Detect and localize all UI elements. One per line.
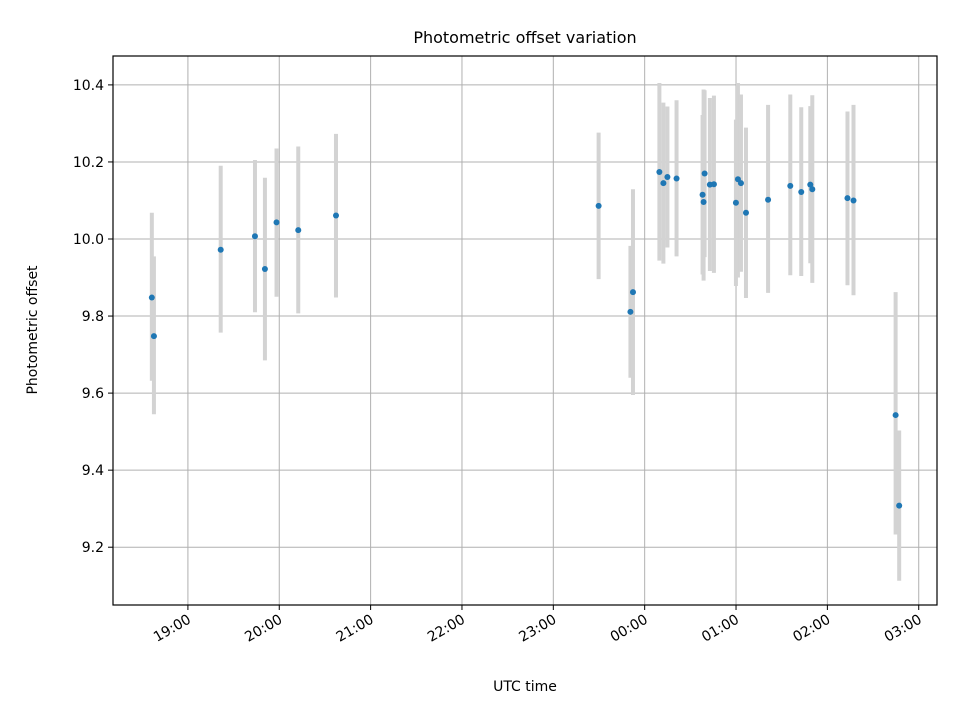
x-axis-label: UTC time xyxy=(493,679,557,695)
data-points xyxy=(148,168,903,509)
data-point xyxy=(850,197,857,204)
data-point xyxy=(660,180,667,187)
y-tick-label: 9.2 xyxy=(82,540,104,556)
data-point xyxy=(673,175,680,182)
data-point xyxy=(710,181,717,188)
y-axis-ticks: 9.2 9.4 9.6 9.8 10.0 10.2 10.4 xyxy=(73,78,113,556)
data-point xyxy=(251,233,258,240)
data-point xyxy=(737,180,744,187)
data-point xyxy=(892,412,899,419)
y-tick-label: 9.6 xyxy=(82,386,104,402)
data-point xyxy=(595,202,602,209)
data-point xyxy=(656,168,663,175)
data-point xyxy=(765,196,772,203)
data-point xyxy=(148,294,155,301)
plot-frame xyxy=(112,55,938,606)
y-tick-label: 9.8 xyxy=(82,309,104,325)
data-point xyxy=(332,212,339,219)
data-point xyxy=(664,173,671,180)
data-point xyxy=(273,219,280,226)
data-point xyxy=(261,266,268,273)
data-point xyxy=(295,227,302,234)
data-point xyxy=(787,182,794,189)
data-point xyxy=(807,181,814,188)
data-point xyxy=(809,186,816,193)
data-point xyxy=(701,170,708,177)
data-point xyxy=(700,199,707,206)
data-point xyxy=(217,246,224,253)
data-point xyxy=(798,188,805,195)
y-tick-label: 10.0 xyxy=(73,232,104,248)
y-tick-label: 9.4 xyxy=(82,463,104,479)
data-point xyxy=(629,289,636,296)
data-point xyxy=(742,209,749,216)
data-point xyxy=(844,195,851,202)
data-point xyxy=(896,502,903,509)
chart-title: Photometric offset variation xyxy=(413,28,636,47)
data-point xyxy=(150,333,157,340)
data-point xyxy=(732,199,739,206)
y-tick-label: 10.2 xyxy=(73,155,104,171)
data-point xyxy=(627,308,634,315)
y-tick-label: 10.4 xyxy=(73,78,104,94)
y-axis-label: Photometric offset xyxy=(25,265,41,395)
data-point xyxy=(699,191,706,198)
